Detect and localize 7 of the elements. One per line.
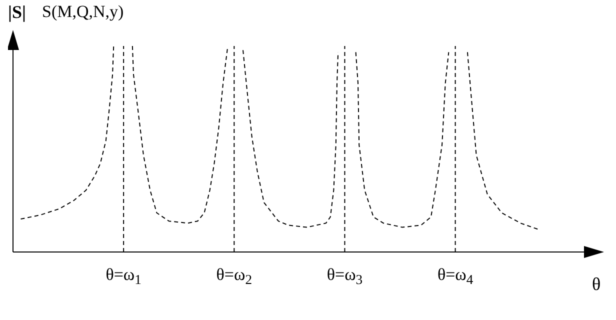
x-tick-label: θ=ω$_{4}$ (437, 265, 474, 288)
x-tick-label: θ=ω$_{3}$ (326, 265, 363, 288)
x-tick-label: θ=ω$_{2}$ (216, 265, 252, 288)
chart-title: S(M,Q,N,y) (42, 2, 124, 22)
y-axis-title: |S| (8, 2, 26, 23)
x-tick-label: θ=ω$_{1}$ (106, 265, 142, 288)
x-axis-title: θ (592, 274, 601, 295)
